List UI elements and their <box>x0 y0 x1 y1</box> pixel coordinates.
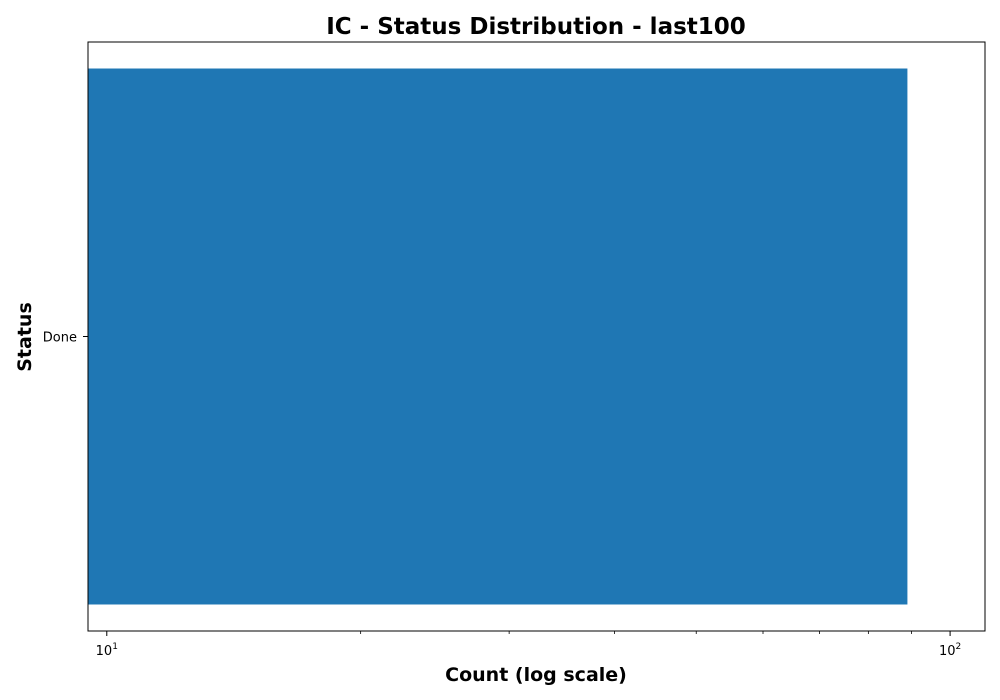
x-tick-label: 102 <box>939 642 961 659</box>
y-axis-label: Status <box>14 302 36 372</box>
chart-title: IC - Status Distribution - last100 <box>326 14 746 40</box>
bar-done <box>88 68 908 605</box>
plot-frame <box>87 41 986 632</box>
x-axis-label: Count (log scale) <box>445 664 627 686</box>
x-tick-label: 101 <box>96 642 118 659</box>
plot-area: Done 101 102 <box>43 68 961 659</box>
y-tick-label: Done <box>43 331 77 346</box>
